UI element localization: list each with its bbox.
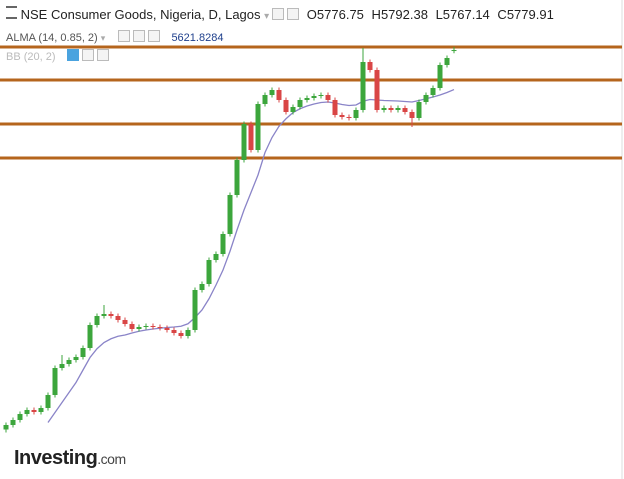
candle-body xyxy=(80,348,86,357)
candle-body xyxy=(199,284,205,290)
candle-body xyxy=(220,234,226,254)
candle-body xyxy=(297,100,303,107)
candle-body xyxy=(157,327,163,328)
candle-body xyxy=(192,290,198,330)
ohlc-value: 5776.75 xyxy=(316,7,364,22)
candle-body xyxy=(423,95,429,102)
candle-body xyxy=(213,254,219,260)
candle-body xyxy=(290,107,296,112)
candle-body xyxy=(416,102,422,118)
candle-body xyxy=(409,112,415,118)
candle-body xyxy=(115,316,121,320)
candle-body xyxy=(388,108,394,110)
ohlc-label: C xyxy=(497,7,507,22)
logo-name: Investing xyxy=(14,447,98,469)
candle-body xyxy=(367,62,373,70)
candle-body xyxy=(185,330,191,336)
ohlc-value: 5792.38 xyxy=(380,7,428,22)
logo: Investing.com xyxy=(14,447,126,470)
candle-body xyxy=(325,95,331,100)
candle-body xyxy=(24,410,30,414)
indicator-row: ALMA (14, 0.85, 2) ▾ 5621.8284 xyxy=(6,30,223,44)
candle-body xyxy=(31,410,37,412)
candle-body xyxy=(108,314,114,316)
candle-body xyxy=(283,100,289,112)
candle-body xyxy=(339,115,345,117)
indicator-name: ALMA (14, 0.85, 2) xyxy=(6,32,98,44)
header: NSE Consumer Goods, Nigeria, D, Lagos ▾ … xyxy=(6,6,554,22)
settings-icon[interactable] xyxy=(272,8,285,20)
candle-body xyxy=(136,327,142,329)
candle-body xyxy=(451,50,457,52)
candle-body xyxy=(150,326,156,327)
candle-body xyxy=(66,360,72,364)
remove-icon[interactable] xyxy=(148,30,161,42)
symbol-title: NSE Consumer Goods, Nigeria, D, Lagos xyxy=(20,7,261,22)
candle-body xyxy=(444,58,450,65)
candle-body xyxy=(374,70,380,110)
settings-icon[interactable] xyxy=(133,30,146,42)
candle-body xyxy=(248,124,254,150)
ohlc-label: L xyxy=(435,7,443,22)
candle-body xyxy=(241,124,247,160)
visibility-icon[interactable] xyxy=(118,30,131,42)
dropdown-arrow[interactable]: ▾ xyxy=(264,11,270,22)
candle-body xyxy=(395,108,401,110)
menu-icon[interactable] xyxy=(6,6,17,19)
candle-body xyxy=(87,325,93,348)
candle-body xyxy=(234,160,240,195)
candle-body xyxy=(59,364,65,368)
candle-body xyxy=(38,408,44,412)
candle-body xyxy=(262,95,268,104)
ohlc-value: 5779.91 xyxy=(506,7,554,22)
candle-body xyxy=(164,328,170,330)
candle-body xyxy=(206,260,212,284)
candle-body xyxy=(17,414,23,420)
candle-body xyxy=(73,357,79,360)
candle-body xyxy=(304,98,310,100)
candle-body xyxy=(360,62,366,110)
candle-body xyxy=(402,108,408,112)
indicator-row: BB (20, 2) xyxy=(6,49,109,63)
visibility-icon[interactable] xyxy=(66,49,79,61)
candle-body xyxy=(101,314,107,316)
settings-icon[interactable] xyxy=(81,49,94,61)
hide-icon[interactable] xyxy=(287,8,300,20)
candle-body xyxy=(122,320,128,324)
candle-body xyxy=(276,90,282,100)
candle-body xyxy=(143,326,149,327)
candle-body xyxy=(353,110,359,118)
candle-body xyxy=(52,368,58,395)
remove-icon[interactable] xyxy=(96,49,109,61)
candle-body xyxy=(178,333,184,336)
dropdown-arrow[interactable]: ▾ xyxy=(100,33,106,43)
candle-body xyxy=(437,65,443,88)
ohlc-value: 5767.14 xyxy=(442,7,490,22)
candle-body xyxy=(3,425,9,430)
candle-body xyxy=(311,96,317,98)
candle-body xyxy=(171,330,177,333)
indicator-value: 5621.8284 xyxy=(171,32,224,44)
candle-body xyxy=(45,395,51,408)
alma-line xyxy=(47,88,455,423)
candle-body xyxy=(10,420,16,425)
ohlc-label: O xyxy=(306,7,317,22)
candle-body xyxy=(255,104,261,150)
candle-body xyxy=(346,117,352,118)
candle-body xyxy=(318,95,324,96)
candle-body xyxy=(129,324,135,329)
candle-body xyxy=(94,316,100,325)
logo-suffix: .com xyxy=(97,451,126,467)
candle-body xyxy=(381,108,387,110)
indicator-name: BB (20, 2) xyxy=(6,51,56,63)
candle-body xyxy=(269,90,275,95)
candle-body xyxy=(332,100,338,115)
candle-body xyxy=(430,88,436,95)
ohlc-label: H xyxy=(371,7,381,22)
candle-body xyxy=(227,195,233,234)
